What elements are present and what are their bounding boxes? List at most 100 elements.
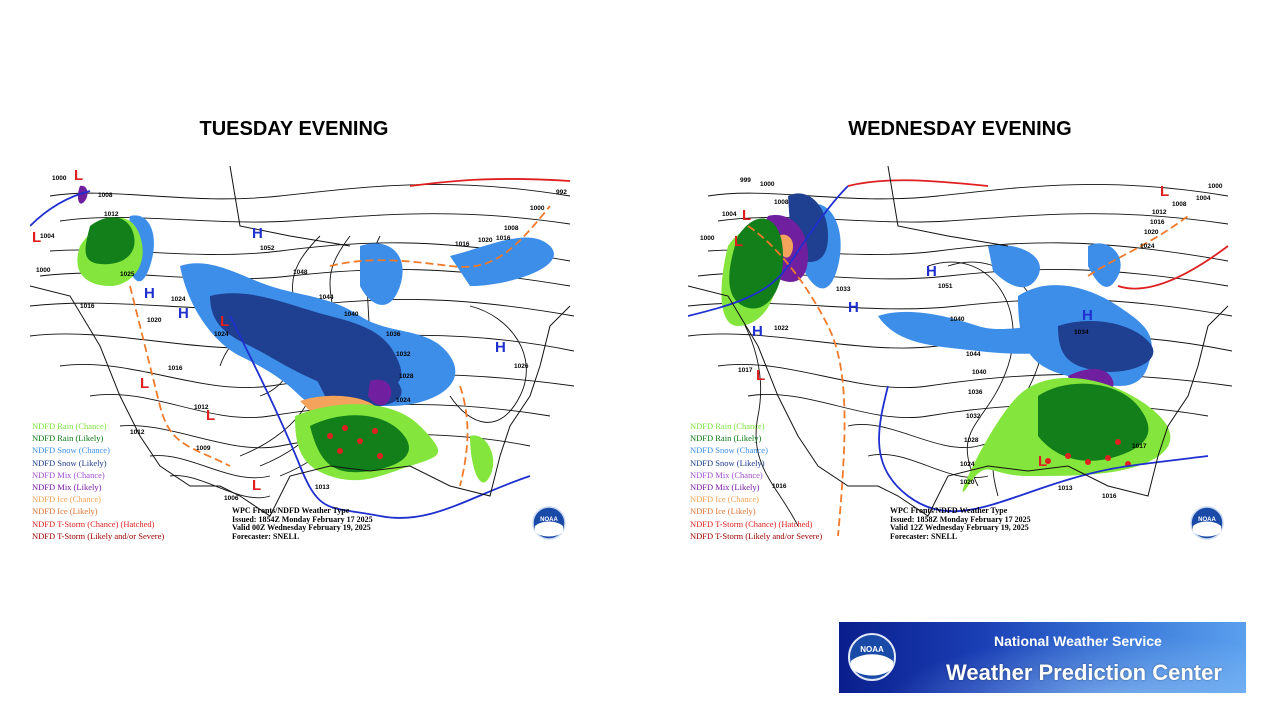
isobar-label: 1022 xyxy=(774,325,789,332)
isobar-label: 1008 xyxy=(98,192,113,199)
low-marker: L xyxy=(742,207,751,224)
forecaster: Forecaster: SNELL xyxy=(890,532,958,542)
issued-time: Issued: 1858Z Monday February 17 2025 xyxy=(890,514,1031,524)
issued-time: Issued: 1854Z Monday February 17 2025 xyxy=(232,514,373,524)
isobar-label: 1013 xyxy=(1058,485,1073,492)
noaa-logo-icon: NOAA xyxy=(1190,506,1224,540)
low-marker: L xyxy=(734,233,743,250)
svg-text:NOAA: NOAA xyxy=(540,517,558,523)
legend-item-snow-chance: NDFD Snow (Chance) xyxy=(690,445,768,456)
issue-info-wednesday: WPC Fronts/NDFD Weather Type Issued: 185… xyxy=(890,505,1031,542)
isobar-label: 1012 xyxy=(1152,209,1167,216)
legend-item-snow-chance: NDFD Snow (Chance) xyxy=(32,445,110,456)
isobar-labels: 1000 1004 1008 1012 1000 1025 1016 1024 … xyxy=(36,175,567,502)
svg-text:NOAA: NOAA xyxy=(1198,517,1216,523)
legend-item-snow-likely: NDFD Snow (Likely) xyxy=(690,457,765,468)
map-wednesday-canvas: H H H H L L L L L 999 1000 1004 1008 100… xyxy=(688,166,1232,537)
coastlines xyxy=(688,166,1229,517)
legend-item-ice-likely: NDFD Ice (Likely) xyxy=(32,506,98,517)
product-name: WPC Fronts/NDFD Weather Type xyxy=(890,505,1008,515)
isobar-label: 1028 xyxy=(399,373,414,380)
legend-item-ice-chance: NDFD Ice (Chance) xyxy=(32,494,101,505)
isobar-label: 1025 xyxy=(120,271,135,278)
issue-info-tuesday: WPC Fronts/NDFD Weather Type Issued: 185… xyxy=(232,506,373,542)
isobar-label: 1016 xyxy=(80,303,95,310)
map-tuesday-canvas: H H H H L L L L L L 1000 1004 1008 1012 … xyxy=(30,166,574,519)
high-marker: H xyxy=(144,285,155,302)
banner-org-name: National Weather Service xyxy=(994,633,1162,649)
isobar-label: 1024 xyxy=(171,296,186,303)
map-tuesday: H H H H L L L L L L 1000 1004 1008 1012 … xyxy=(30,166,574,544)
map-wednesday: H H H H L L L L L 999 1000 1004 1008 100… xyxy=(688,166,1232,544)
high-marker: H xyxy=(1082,307,1093,324)
legend-item-rain-chance: NDFD Rain (Chance) xyxy=(690,420,765,431)
isobar-label: 1024 xyxy=(214,331,229,338)
tstorm-areas xyxy=(1045,439,1131,467)
isobar-label: 1016 xyxy=(1150,219,1165,226)
legend-item-ice-likely: NDFD Ice (Likely) xyxy=(690,506,756,517)
legend-item-tstorm-likely: NDFD T-Storm (Likely and/or Severe) xyxy=(690,530,823,541)
fronts xyxy=(30,178,571,519)
noaa-logo-icon: NOAA xyxy=(532,506,566,540)
isobar-label: 1024 xyxy=(396,397,411,404)
noaa-emblem-icon: NOAA xyxy=(848,633,896,681)
isobar-label: 1012 xyxy=(130,429,145,436)
panel-title-wednesday: WEDNESDAY EVENING xyxy=(848,118,1072,140)
legend-item-ice-chance: NDFD Ice (Chance) xyxy=(690,494,759,505)
isobar-label: 1020 xyxy=(147,317,162,324)
isobar-label: 1012 xyxy=(194,404,209,411)
isobar-labels: 999 1000 1004 1008 1000 1022 1017 1033 1… xyxy=(700,177,1223,500)
low-marker: L xyxy=(220,313,229,330)
isobar-label: 1008 xyxy=(1172,201,1187,208)
isobar-label: 1016 xyxy=(455,241,470,248)
isobar-label: 1016 xyxy=(1102,493,1117,500)
low-marker: L xyxy=(32,229,41,246)
isobar-label: 999 xyxy=(740,177,751,184)
pressure-centers: H H H H L L L L L xyxy=(734,183,1169,470)
low-marker: L xyxy=(756,367,765,384)
isobar-label: 1036 xyxy=(386,331,401,338)
isobar-label: 1016 xyxy=(168,365,183,372)
legend-item-mix-chance: NDFD Mix (Chance) xyxy=(32,469,105,480)
high-marker: H xyxy=(926,263,937,280)
isobar-label: 1016 xyxy=(496,235,511,242)
legend-item-tstorm-chance: NDFD T-Storm (Chance) (Hatched) xyxy=(690,518,813,529)
low-marker: L xyxy=(206,407,215,424)
panel-title-tuesday: TUESDAY EVENING xyxy=(199,118,389,140)
isobar-label: 1044 xyxy=(966,351,981,358)
isobar-label: 992 xyxy=(556,189,567,196)
isobar-label: 1032 xyxy=(396,351,411,358)
low-marker: L xyxy=(252,477,261,494)
low-marker: L xyxy=(1160,183,1169,200)
legend-item-mix-likely: NDFD Mix (Likely) xyxy=(690,481,760,492)
legend-item-mix-likely: NDFD Mix (Likely) xyxy=(32,481,102,492)
legend-item-tstorm-chance: NDFD T-Storm (Chance) (Hatched) xyxy=(32,518,155,529)
isobar-label: 1008 xyxy=(504,225,519,232)
isobar-label: 1004 xyxy=(722,211,737,218)
isobar-label: 1051 xyxy=(938,283,953,290)
isobar-label: 1004 xyxy=(40,233,55,240)
valid-time: Valid 00Z Wednesday February 19, 2025 xyxy=(232,523,371,533)
isobar-label: 1036 xyxy=(968,389,983,396)
isobar-label: 1020 xyxy=(478,237,493,244)
fronts xyxy=(688,179,1229,537)
isobar-label: 1026 xyxy=(514,363,529,370)
valid-time: Valid 12Z Wednesday February 19, 2025 xyxy=(890,523,1029,533)
isobar-label: 1024 xyxy=(1140,243,1155,250)
isobar-label: 1020 xyxy=(960,479,975,486)
isobar-label: 1040 xyxy=(972,369,987,376)
banner-glow xyxy=(839,622,1246,693)
pressure-centers: H H H H L L L L L L xyxy=(32,167,506,494)
legend-item-snow-likely: NDFD Snow (Likely) xyxy=(32,457,107,468)
tstorm-areas xyxy=(327,425,383,459)
high-marker: H xyxy=(178,305,189,322)
isobar-label: 1048 xyxy=(293,269,308,276)
legend-item-rain-likely: NDFD Rain (Likely) xyxy=(32,433,104,444)
isobar-label: 1044 xyxy=(319,294,334,301)
high-marker: H xyxy=(848,299,859,316)
high-marker: H xyxy=(252,225,263,242)
isobar-label: 1000 xyxy=(36,267,51,274)
isobar-label: 1000 xyxy=(700,235,715,242)
mix-areas xyxy=(77,185,392,406)
legend-item-rain-chance: NDFD Rain (Chance) xyxy=(32,420,107,431)
